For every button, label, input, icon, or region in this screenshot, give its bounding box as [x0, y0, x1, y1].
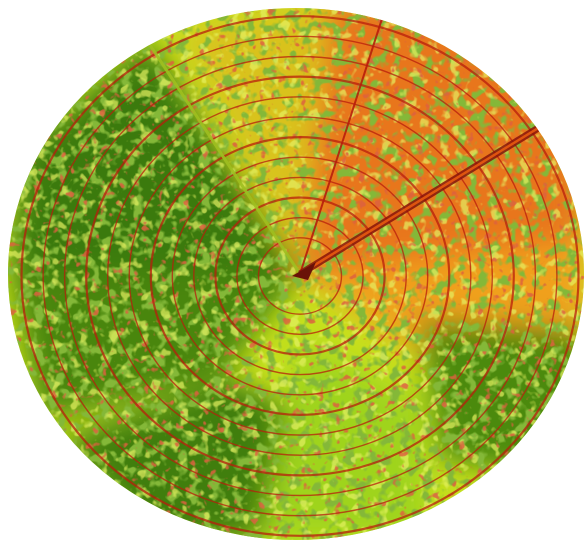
- wheel-track-ring: [214, 196, 386, 356]
- wheel-track-ring: [149, 136, 451, 416]
- wheel-track-ring: [63, 55, 537, 497]
- wheel-track-ring: [20, 15, 580, 537]
- wheel-track-ring: [106, 96, 494, 456]
- pivot-center: [292, 262, 316, 280]
- access-track-north: [299, 8, 389, 275]
- wheel-track-ring: [128, 116, 472, 436]
- wheel-track-ring: [42, 35, 558, 517]
- wheel-track-ring: [257, 237, 343, 315]
- access-track-northwest: [148, 44, 302, 275]
- wheel-track-ring: [85, 75, 515, 477]
- wheel-track-ring: [236, 216, 364, 335]
- pivot-arm-highlight: [299, 98, 584, 276]
- wheel-track-ring: [193, 176, 407, 376]
- wheel-track-ring: [171, 156, 429, 396]
- wheel-tracks: [20, 15, 580, 537]
